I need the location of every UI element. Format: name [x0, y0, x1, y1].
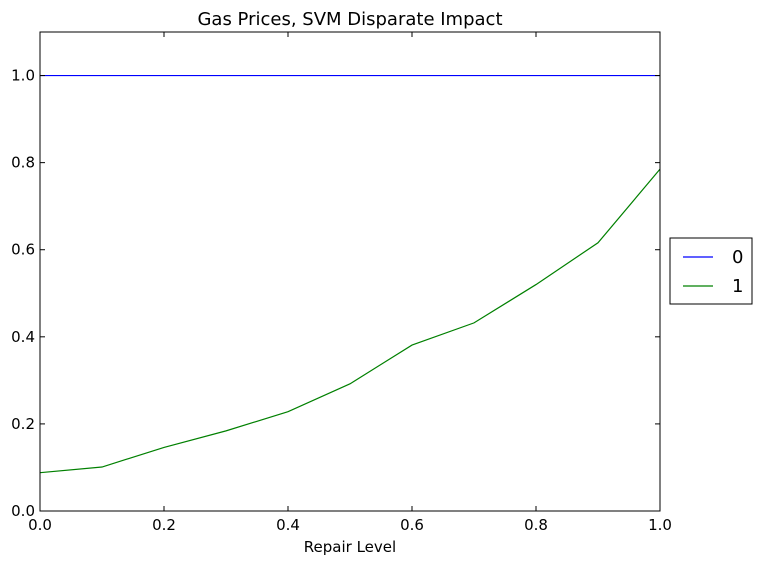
x-tick-label: 0.0 — [28, 516, 52, 534]
series-line-1 — [39, 168, 661, 474]
x-tick-label: 0.2 — [152, 516, 176, 534]
x-axis-label: Repair Level — [304, 538, 396, 556]
y-tick-label: 0.6 — [11, 241, 35, 259]
legend-box — [669, 237, 753, 305]
chart-title: Gas Prices, SVM Disparate Impact — [197, 9, 502, 30]
plot-area: 0.0 0.2 0.4 0.6 0.8 1.0 0.0 0.2 0.4 0.6 0.8 1.0 — [11, 31, 672, 534]
y-tick-label: 0.2 — [11, 415, 35, 433]
y-tick-label: 0.0 — [11, 502, 35, 520]
x-tick-label: 0.6 — [400, 516, 424, 534]
legend-label-1: 1 — [732, 276, 743, 297]
legend: 01 — [669, 237, 753, 305]
x-tick-label: 1.0 — [648, 516, 672, 534]
plot-frame — [39, 31, 661, 512]
x-tick-label: 0.4 — [276, 516, 300, 534]
x-tick-label: 0.8 — [524, 516, 548, 534]
legend-label-0: 0 — [732, 247, 743, 268]
y-tick-label: 1.0 — [11, 67, 35, 85]
y-tick-label: 0.4 — [11, 328, 35, 346]
y-tick-label: 0.8 — [11, 154, 35, 172]
